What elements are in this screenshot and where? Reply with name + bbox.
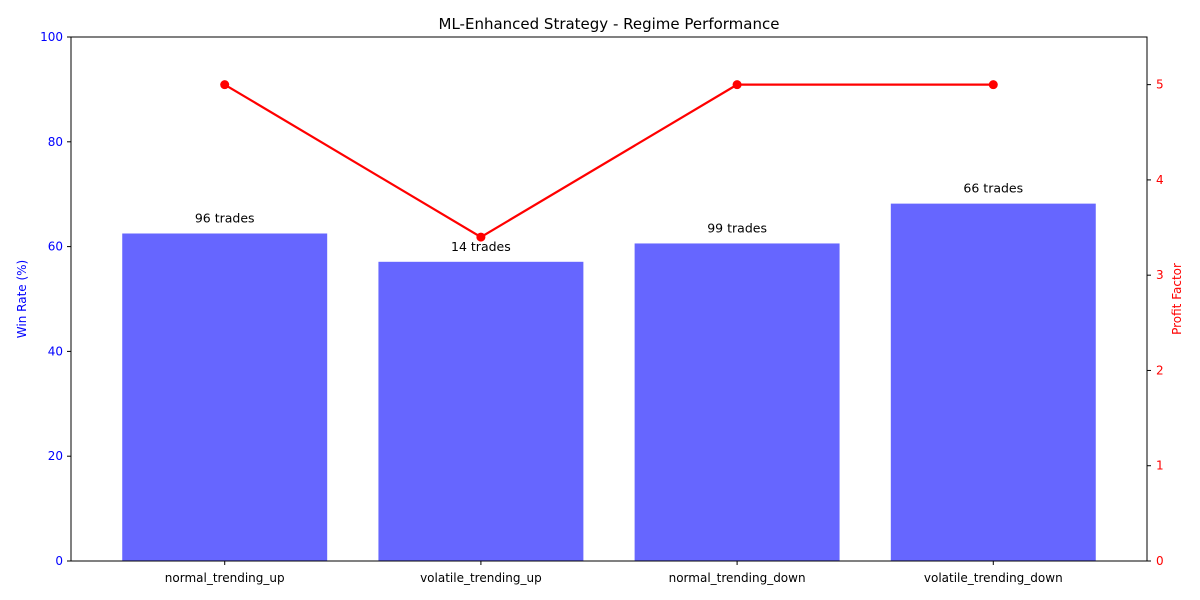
bar-volatile_trending_down bbox=[890, 203, 1096, 561]
right-tick-label: 0 bbox=[1156, 554, 1164, 568]
x-axis: normal_trending_up volatile_trending_up no… bbox=[165, 561, 1063, 585]
profit-factor-point-normal_trending_down bbox=[732, 80, 742, 90]
bar-volatile_trending_up bbox=[378, 261, 584, 561]
chart-title: ML-Enhanced Strategy - Regime Performanc… bbox=[439, 15, 780, 33]
left-tick-label: 100 bbox=[40, 30, 63, 44]
profit-factor-line-layer bbox=[220, 80, 998, 242]
bar-normal_trending_down bbox=[634, 243, 840, 561]
right-tick-label: 1 bbox=[1156, 459, 1164, 473]
x-tick-label: volatile_trending_up bbox=[420, 571, 542, 585]
y2-axis-label: Profit Factor bbox=[1170, 263, 1184, 335]
bar-trade-count-label: 99 trades bbox=[707, 220, 767, 235]
x-tick-label: volatile_trending_down bbox=[924, 571, 1063, 585]
profit-factor-line bbox=[224, 83, 994, 239]
x-tick-label: normal_trending_down bbox=[669, 571, 806, 585]
profit-factor-point-normal_trending_up bbox=[220, 80, 230, 90]
right-tick-label: 4 bbox=[1156, 173, 1164, 187]
bar-trade-count-label: 66 trades bbox=[963, 181, 1023, 196]
left-tick-label: 80 bbox=[48, 135, 63, 149]
right-tick-label: 5 bbox=[1156, 78, 1164, 92]
left-tick-label: 60 bbox=[48, 240, 63, 254]
bars-layer bbox=[122, 203, 1096, 561]
left-axis: 0 20 40 60 80 100 bbox=[40, 30, 71, 568]
right-axis: 0 1 2 3 4 5 bbox=[1147, 78, 1164, 568]
bar-normal_trending_up bbox=[122, 233, 328, 561]
right-tick-label: 2 bbox=[1156, 363, 1164, 377]
y-axis-label: Win Rate (%) bbox=[15, 260, 29, 338]
x-tick-label: normal_trending_up bbox=[165, 571, 285, 585]
left-tick-label: 40 bbox=[48, 344, 63, 358]
right-tick-label: 3 bbox=[1156, 268, 1164, 282]
bar-labels-layer: 96 trades 14 trades 99 trades 66 trades bbox=[195, 181, 1023, 254]
profit-factor-point-volatile_trending_up bbox=[476, 232, 486, 242]
profit-factor-point-volatile_trending_down bbox=[988, 80, 998, 90]
left-tick-label: 0 bbox=[55, 554, 63, 568]
bar-trade-count-label: 14 trades bbox=[451, 239, 511, 254]
left-tick-label: 20 bbox=[48, 449, 63, 463]
bar-trade-count-label: 96 trades bbox=[195, 211, 255, 226]
plot-frame bbox=[70, 36, 1148, 562]
